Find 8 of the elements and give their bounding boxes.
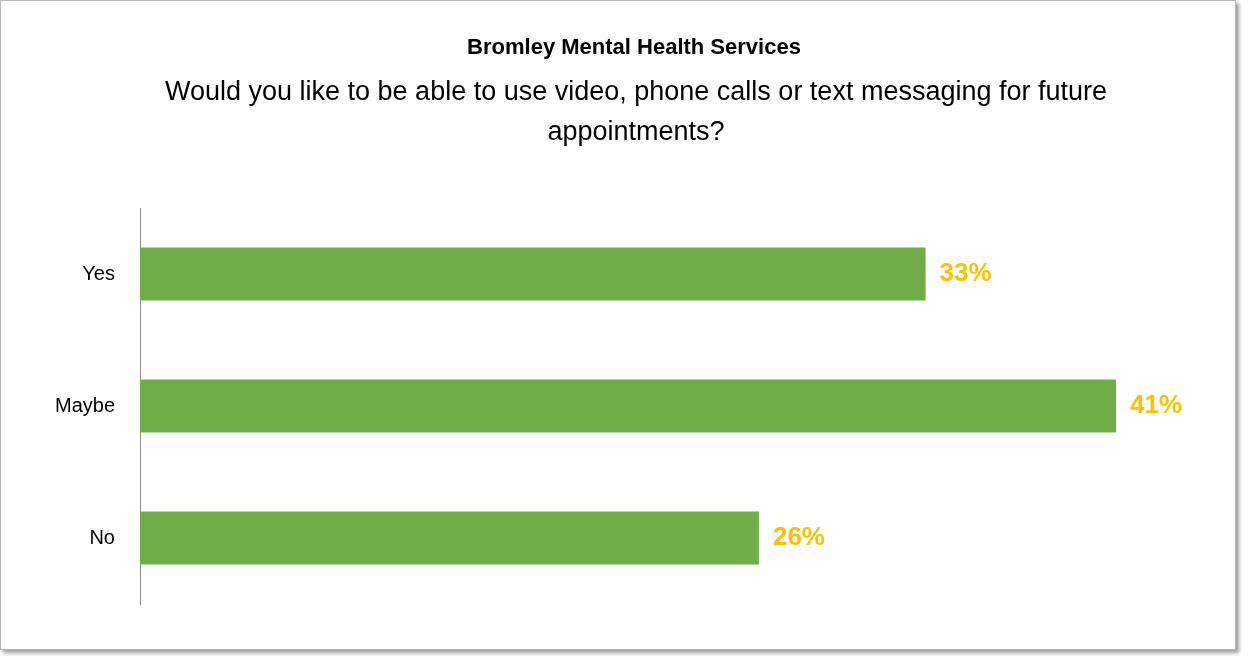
- y-tick-label: Yes: [82, 261, 115, 284]
- chart-title: Bromley Mental Health Services: [466, 34, 802, 60]
- data-label: 41%: [1130, 389, 1183, 420]
- chart-subtitle: Would you like to be able to use video, phone calls or text messaging for future appointments?: [163, 75, 1108, 148]
- y-tick-label: Maybe: [54, 393, 115, 416]
- data-label: 33%: [939, 257, 992, 288]
- data-label: 26%: [772, 521, 825, 552]
- y-tick-label: No: [89, 525, 115, 548]
